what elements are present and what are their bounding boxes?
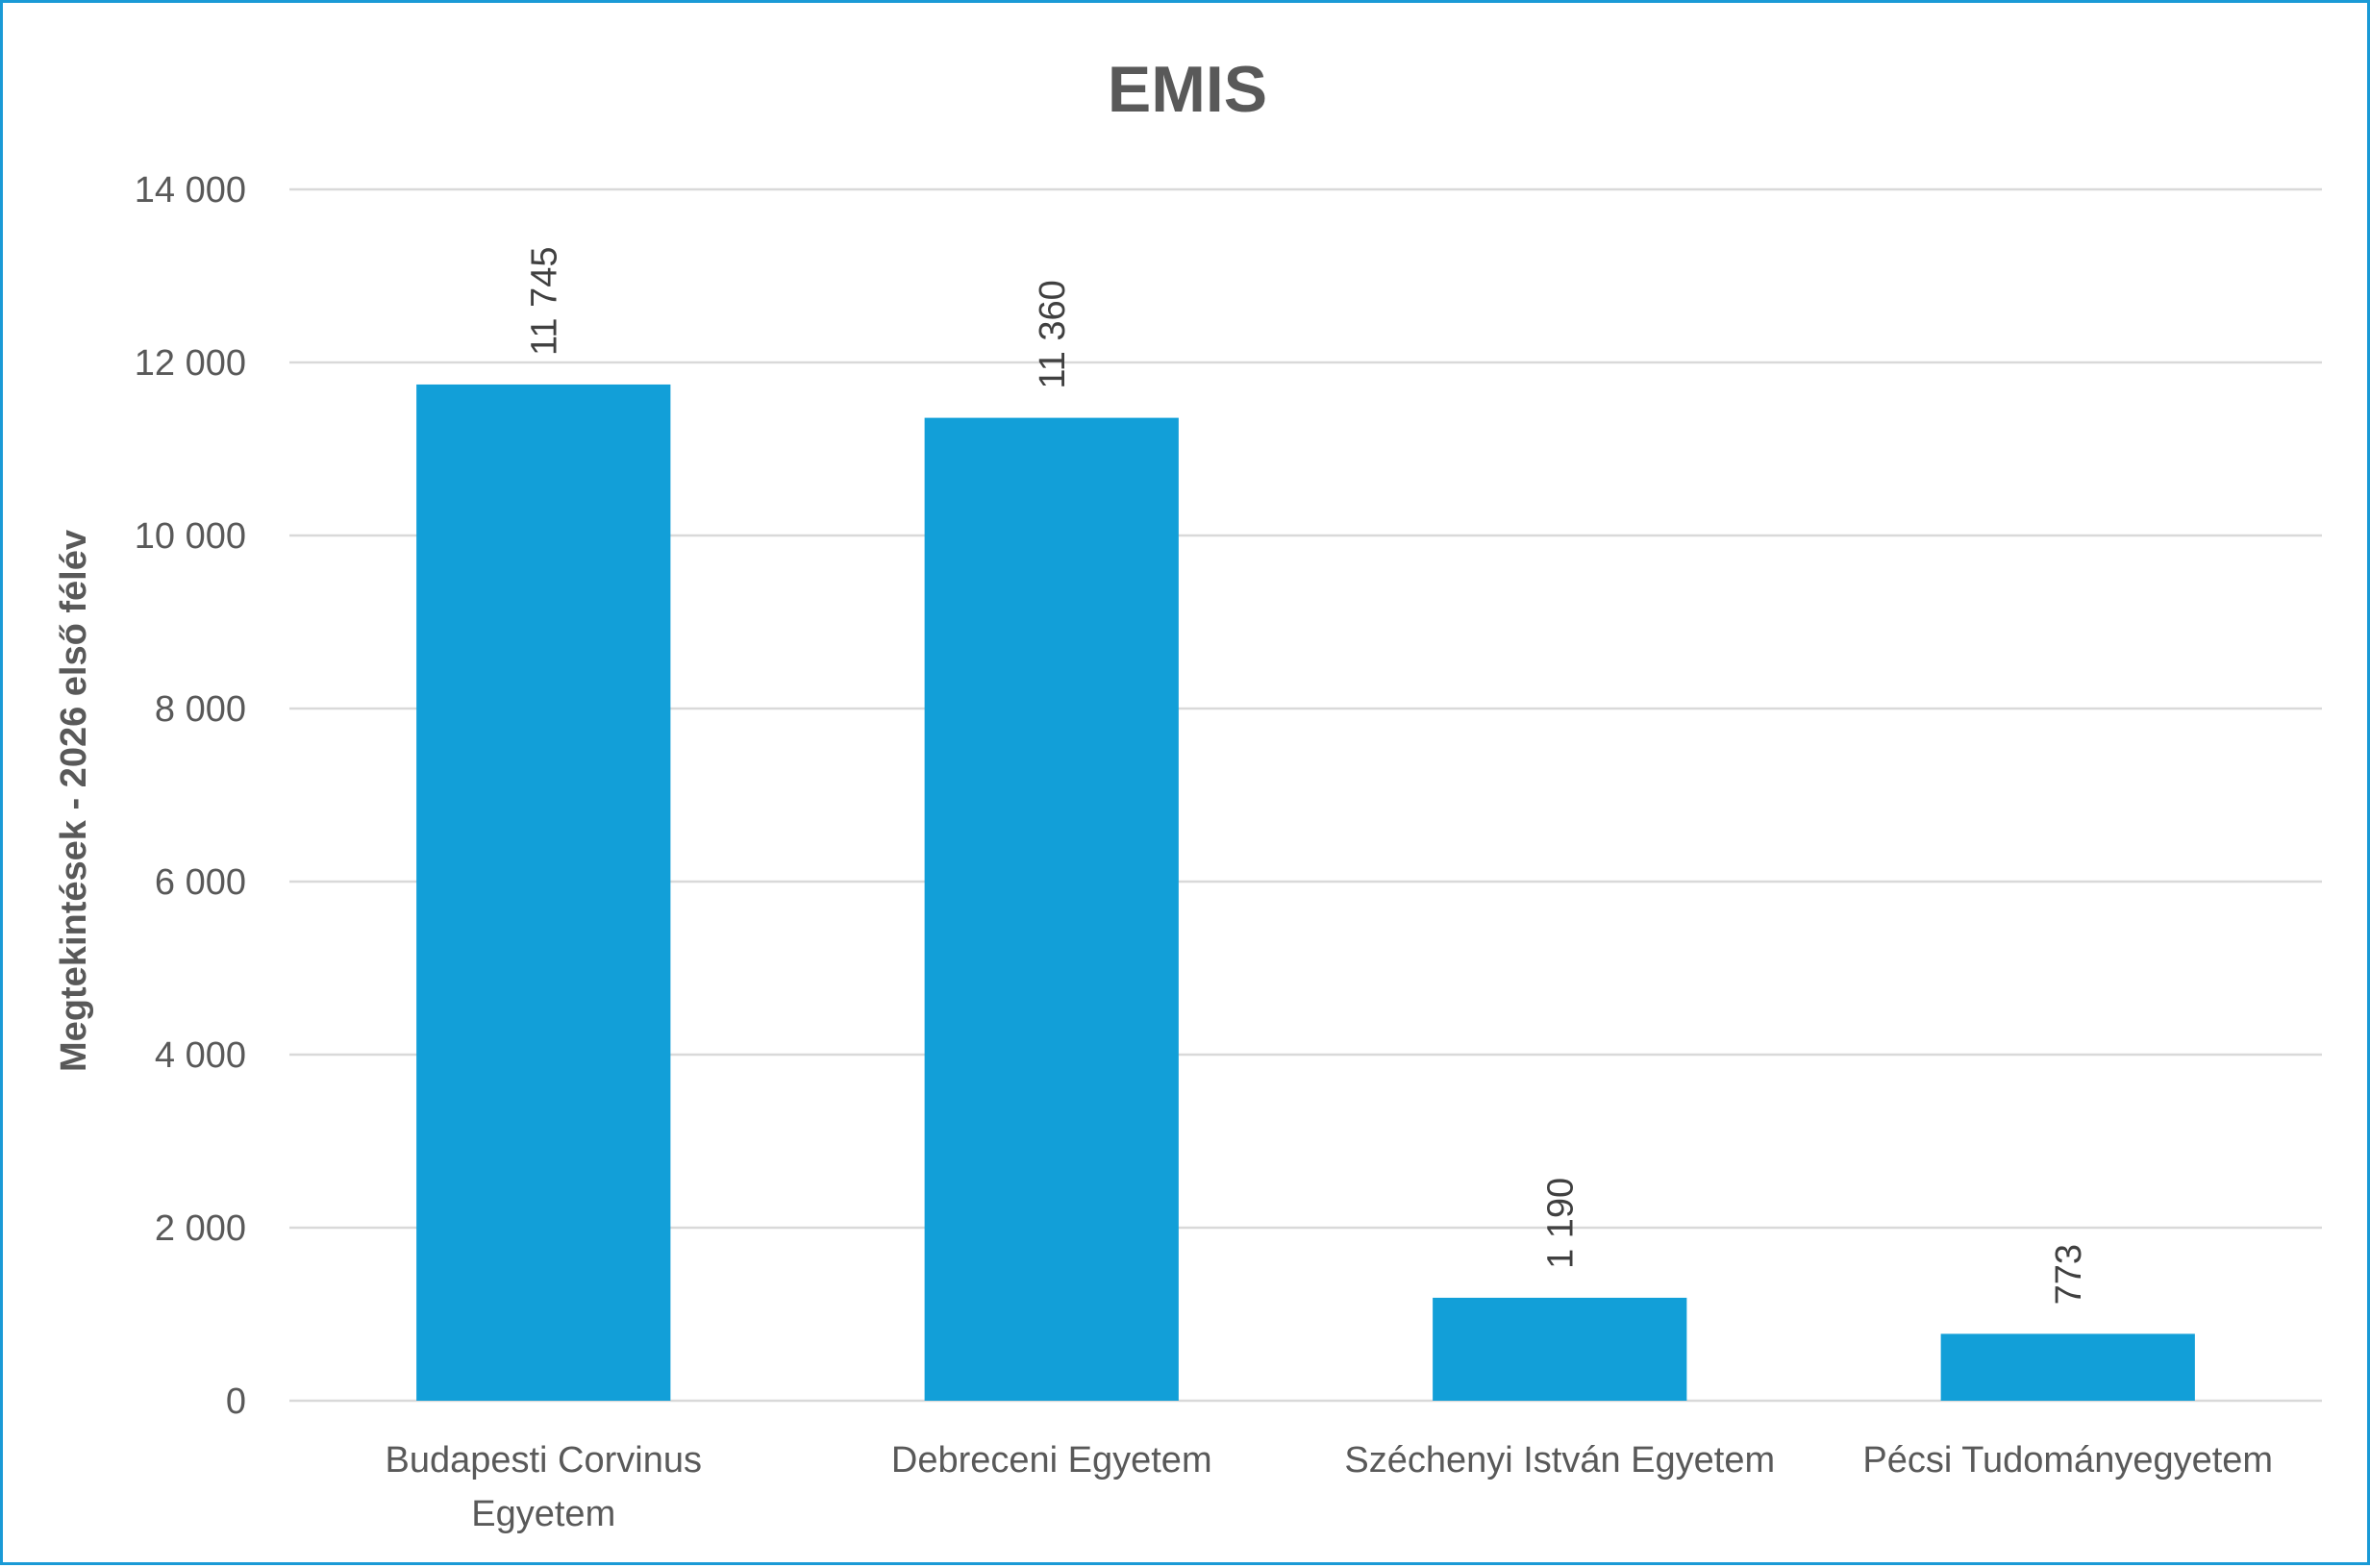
data-label: 773: [2049, 1244, 2089, 1305]
y-tick-label: 4 000: [155, 1035, 246, 1076]
y-tick-label: 12 000: [135, 343, 246, 384]
y-tick-label: 8 000: [155, 689, 246, 730]
data-labels: 11 745 11 360 1 190 773: [524, 247, 2089, 1306]
category-label: Debreceni Egyetem: [891, 1440, 1212, 1481]
category-label: Pécsi Tudományegyetem: [1862, 1440, 2273, 1481]
bar: [1940, 1333, 2195, 1401]
category-labels: Budapesti Corvinus Egyetem Debreceni Egyet…: [385, 1440, 2273, 1534]
category-label: Budapesti Corvinus: [385, 1440, 702, 1481]
y-axis-ticks: 0 2 000 4 000 6 000 8 000 10 000 12 000 14 000: [135, 170, 246, 1422]
bar: [416, 384, 671, 1402]
data-label: 11 745: [524, 247, 564, 356]
bar: [1433, 1297, 1687, 1401]
y-tick-label: 6 000: [155, 862, 246, 903]
y-tick-label: 0: [226, 1381, 246, 1422]
bar-chart: EMIS Megtekintések - 2026 első félév 0 2 …: [54, 53, 2322, 1534]
category-label: Széchenyi István Egyetem: [1344, 1440, 1775, 1481]
y-axis-title: Megtekintések - 2026 első félév: [54, 530, 94, 1072]
y-tick-label: 2 000: [155, 1208, 246, 1249]
y-tick-label: 14 000: [135, 170, 246, 211]
bar: [924, 417, 1179, 1402]
y-tick-label: 10 000: [135, 516, 246, 557]
data-label: 11 360: [1033, 280, 1073, 388]
chart-title: EMIS: [1108, 53, 1267, 126]
bars: [416, 384, 2195, 1402]
category-label: Egyetem: [471, 1494, 615, 1534]
data-label: 1 190: [1540, 1178, 1581, 1269]
